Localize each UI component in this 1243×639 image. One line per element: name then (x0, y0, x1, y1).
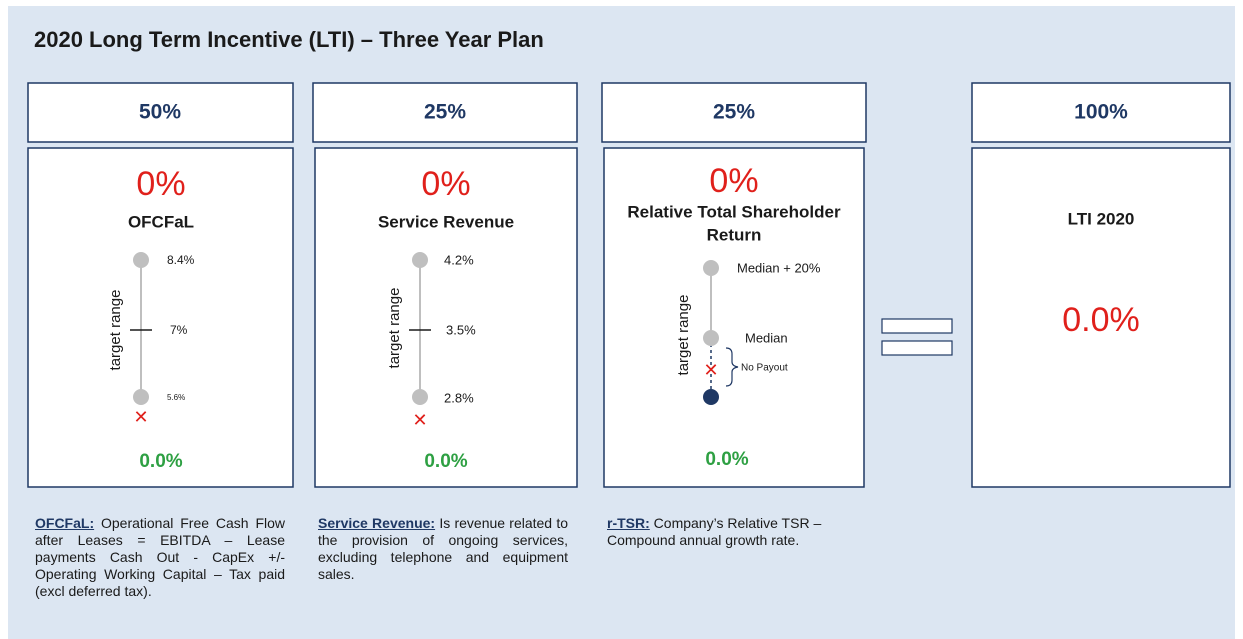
title: 2020 Long Term Incentive (LTI) – Three Y… (34, 27, 544, 52)
weight: 100% (1074, 101, 1128, 124)
note-term: Service Revenue: (318, 515, 436, 531)
body-box (603, 147, 865, 488)
equals-bar (881, 340, 953, 356)
scale-label: Median + 20% (737, 260, 821, 275)
dot (703, 330, 719, 346)
scale-label: 5.6% (167, 393, 185, 402)
dot (703, 389, 719, 405)
result: 0% (709, 162, 758, 200)
result: 0% (136, 165, 185, 203)
payout: 0.0% (705, 449, 748, 470)
scale-label: 2.8% (444, 390, 474, 405)
equals-bar (881, 318, 953, 334)
header-box (971, 82, 1231, 143)
weight: 25% (424, 101, 466, 124)
header-box (27, 82, 294, 143)
scale-label: 4.2% (444, 252, 474, 267)
body-box (971, 147, 1231, 488)
total-name: LTI 2020 (1068, 209, 1135, 228)
metric-name: Return (707, 225, 762, 244)
dot (412, 252, 428, 268)
payout: 0.0% (139, 451, 182, 472)
payout: 0.0% (424, 451, 467, 472)
note-term: r-TSR: (607, 515, 650, 531)
dot (133, 252, 149, 268)
note-text: Operational Free Cash Flow after Leases … (35, 515, 286, 599)
scale-label: 8.4% (167, 253, 195, 267)
brace (725, 347, 739, 387)
body-box (27, 147, 294, 488)
header-box (312, 82, 578, 143)
dot (133, 389, 149, 405)
note: OFCFaL: Operational Free Cash Flow after… (35, 515, 285, 600)
actual-marker: ✕ (412, 410, 427, 430)
scale-label: 3.5% (446, 322, 476, 337)
note-text: Is revenue related to the provision of o… (318, 515, 569, 582)
actual-marker: ✕ (133, 407, 148, 427)
axis-label: target range (107, 290, 124, 371)
total-value: 0.0% (1062, 301, 1140, 339)
axis-label: target range (675, 295, 692, 376)
dot (412, 389, 428, 405)
weight: 25% (713, 101, 755, 124)
note-text: Company’s Relative TSR – Compound annual… (607, 515, 822, 548)
body-box (314, 147, 578, 488)
note: r-TSR: Company’s Relative TSR – Compound… (607, 515, 867, 549)
boxes (27, 82, 1231, 488)
header-box (601, 82, 867, 143)
scale-label: 7% (170, 323, 188, 337)
metric-name: Service Revenue (378, 212, 514, 231)
weight: 50% (139, 101, 181, 124)
dot (703, 260, 719, 276)
actual-marker: ✕ (703, 360, 718, 380)
axis-label: target range (386, 288, 403, 369)
scale-label: No Payout (741, 363, 788, 374)
result: 0% (421, 165, 470, 203)
note: Service Revenue: Is revenue related to t… (318, 515, 568, 583)
metric-name: OFCFaL (128, 212, 194, 231)
scale-label: Median (745, 330, 788, 345)
metric-name: Relative Total Shareholder (627, 202, 841, 221)
note-term: OFCFaL: (35, 515, 95, 531)
